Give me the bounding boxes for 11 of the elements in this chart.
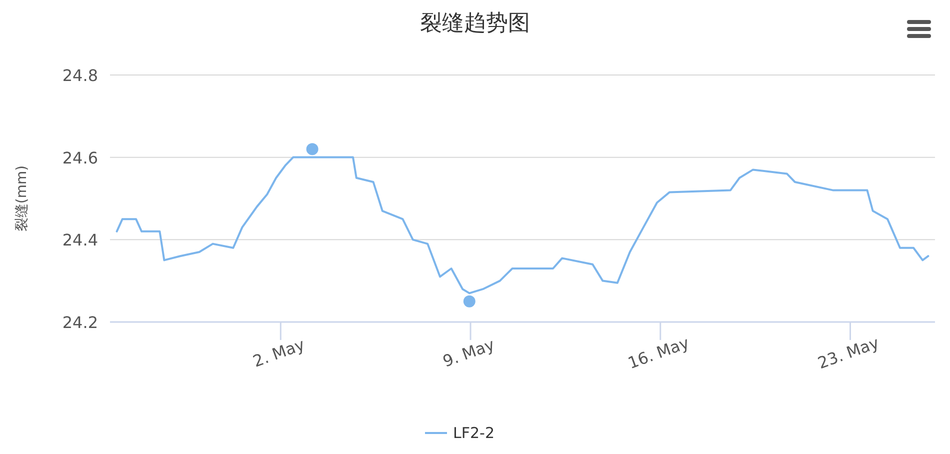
y-tick-label: 24.2 [62, 313, 98, 332]
x-tick-label: 9. May [440, 334, 497, 371]
x-tick-label: 23. May [815, 333, 882, 373]
y-tick-label: 24.8 [62, 66, 98, 85]
y-tick-label: 24.4 [62, 230, 98, 250]
chart-title: 裂缝趋势图 [420, 11, 530, 36]
y-tick-label: 24.6 [62, 148, 98, 168]
legend-label: LF2-2 [453, 424, 494, 442]
y-axis-title: 裂缝(mm) [14, 165, 30, 232]
x-tick-label: 2. May [250, 334, 308, 371]
x-tick-label: 16. May [625, 333, 692, 373]
